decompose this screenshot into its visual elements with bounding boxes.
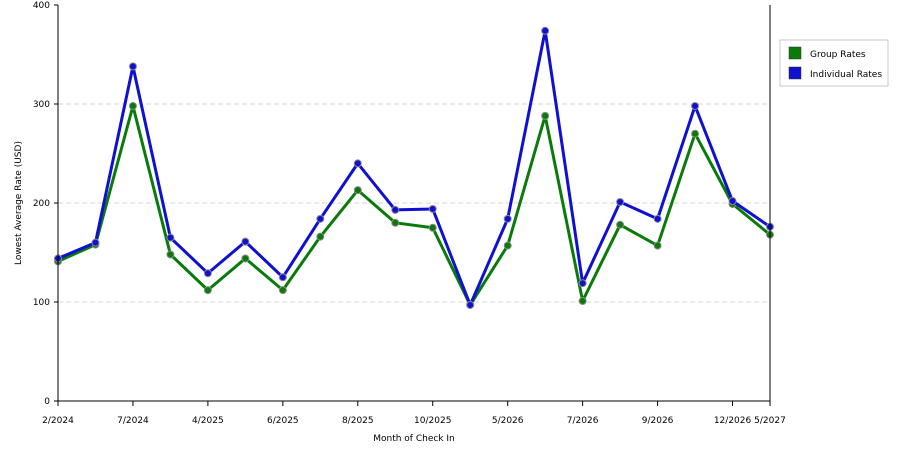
data-point-group-rates: [616, 220, 625, 229]
x-tick-label: 6/2025: [267, 416, 299, 426]
data-point-group-rates: [541, 111, 550, 120]
data-point-individual-rates: [91, 238, 100, 247]
x-tick-label: 9/2026: [642, 416, 674, 426]
data-point-individual-rates: [278, 273, 287, 282]
data-point-individual-rates: [578, 279, 587, 288]
data-point-individual-rates: [353, 159, 362, 168]
series-line-group-rates: [57, 104, 771, 307]
data-point-group-rates: [316, 232, 325, 241]
y-tick-label: 200: [33, 199, 50, 209]
y-ticks: 0 100 200 300 400: [33, 1, 58, 407]
x-ticks: 2/2024 7/2024 4/2025 6/2025 8/2025 10/2025 5/2…: [42, 401, 786, 426]
data-point-individual-rates: [391, 205, 400, 214]
data-point-individual-rates: [728, 197, 737, 206]
legend-swatch-individual-rates: [788, 66, 802, 80]
data-point-group-rates: [391, 218, 400, 227]
data-point-group-rates: [166, 250, 175, 259]
data-point-individual-rates: [653, 214, 662, 223]
x-tick-label: 8/2025: [342, 416, 374, 426]
data-point-individual-rates: [503, 214, 512, 223]
y-tick-label: 100: [33, 298, 50, 308]
x-tick-label: 10/2025: [414, 416, 451, 426]
y-tick-label: 400: [33, 1, 50, 11]
data-point-individual-rates: [316, 214, 325, 223]
data-point-individual-rates: [166, 233, 175, 242]
y-tick-label: 0: [44, 397, 50, 407]
data-point-individual-rates: [616, 198, 625, 207]
data-point-group-rates: [578, 297, 587, 306]
data-point-individual-rates: [691, 101, 700, 110]
data-point-group-rates: [241, 254, 250, 263]
series-lines: [54, 26, 774, 309]
x-tick-label: 2/2024: [42, 416, 74, 426]
data-point-individual-rates: [428, 204, 437, 213]
data-point-group-rates: [428, 223, 437, 232]
x-tick-label: 12/2026: [714, 416, 752, 426]
data-point-group-rates: [278, 286, 287, 295]
data-point-individual-rates: [541, 26, 550, 35]
data-point-individual-rates: [466, 300, 475, 309]
data-point-individual-rates: [241, 237, 250, 246]
gridlines: [58, 103, 770, 303]
x-tick-label: 4/2025: [192, 416, 224, 426]
x-tick-label: 5/2027: [754, 416, 786, 426]
x-tick-label: 7/2026: [567, 416, 599, 426]
data-point-individual-rates: [203, 269, 212, 278]
data-point-group-rates: [653, 241, 662, 250]
series-line-individual-rates: [57, 29, 771, 307]
y-axis-title: Lowest Average Rate (USD): [14, 141, 24, 265]
data-point-group-rates: [353, 186, 362, 195]
legend-label-group-rates: Group Rates: [810, 50, 866, 60]
data-point-group-rates: [203, 286, 212, 295]
data-point-group-rates: [503, 241, 512, 250]
data-point-group-rates: [128, 101, 137, 110]
x-tick-label: 7/2024: [117, 416, 149, 426]
legend: Group Rates Individual Rates: [779, 39, 889, 87]
legend-swatch-group-rates: [788, 46, 802, 60]
data-point-individual-rates: [128, 62, 137, 71]
x-tick-label: 5/2026: [492, 416, 524, 426]
legend-label-individual-rates: Individual Rates: [810, 70, 882, 80]
y-tick-label: 300: [33, 100, 50, 110]
data-point-group-rates: [691, 129, 700, 138]
x-axis-title: Month of Check In: [373, 434, 455, 444]
